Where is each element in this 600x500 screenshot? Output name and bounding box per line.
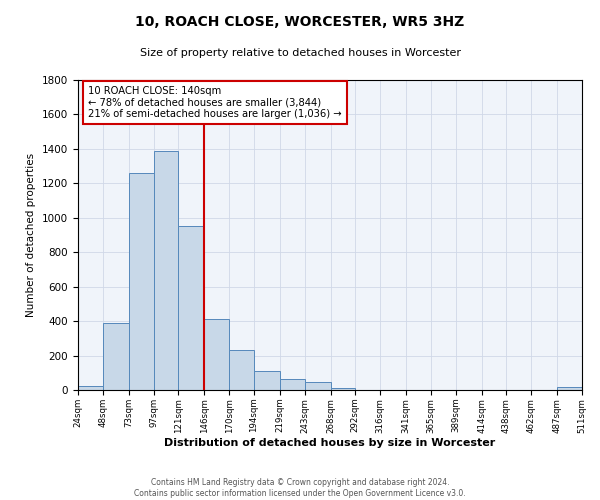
X-axis label: Distribution of detached houses by size in Worcester: Distribution of detached houses by size …	[164, 438, 496, 448]
Bar	[557, 388, 582, 390]
Bar	[103, 323, 129, 390]
Bar	[178, 226, 204, 390]
Bar	[204, 318, 229, 390]
Bar	[331, 388, 355, 390]
Bar	[280, 379, 305, 390]
Text: Size of property relative to detached houses in Worcester: Size of property relative to detached ho…	[139, 48, 461, 58]
Bar	[229, 350, 254, 390]
Bar	[129, 173, 154, 390]
Bar	[254, 371, 280, 390]
Text: 10 ROACH CLOSE: 140sqm
← 78% of detached houses are smaller (3,844)
21% of semi-: 10 ROACH CLOSE: 140sqm ← 78% of detached…	[88, 86, 342, 120]
Y-axis label: Number of detached properties: Number of detached properties	[26, 153, 37, 317]
Bar	[154, 150, 178, 390]
Text: Contains HM Land Registry data © Crown copyright and database right 2024.
Contai: Contains HM Land Registry data © Crown c…	[134, 478, 466, 498]
Bar	[305, 382, 331, 390]
Text: 10, ROACH CLOSE, WORCESTER, WR5 3HZ: 10, ROACH CLOSE, WORCESTER, WR5 3HZ	[136, 15, 464, 29]
Bar	[78, 386, 103, 390]
